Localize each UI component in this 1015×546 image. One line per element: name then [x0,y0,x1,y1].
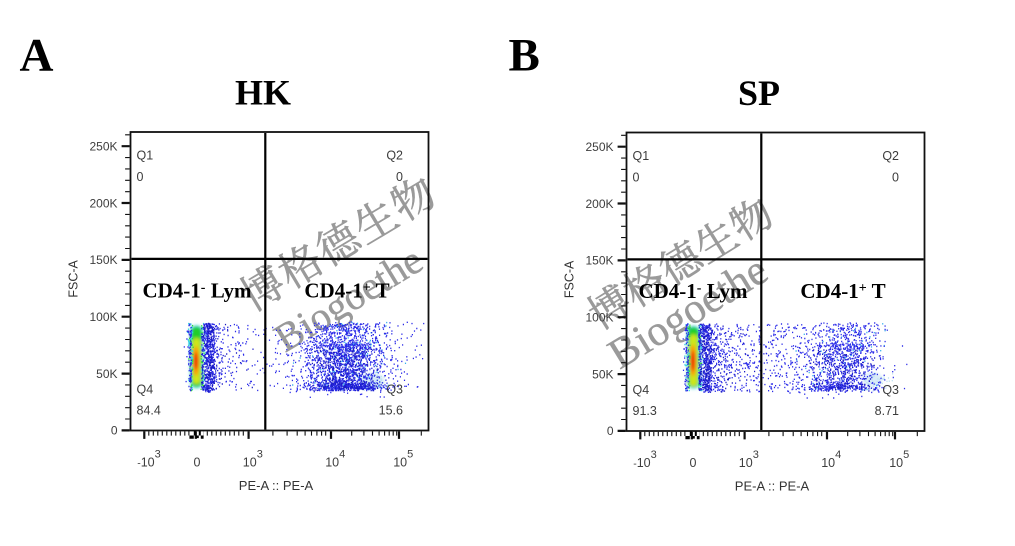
svg-text:Q1: Q1 [633,149,650,163]
svg-text:200K: 200K [89,196,117,210]
svg-text:15.6: 15.6 [379,404,403,418]
svg-text:50K: 50K [96,367,117,381]
svg-text:Q1: Q1 [137,149,154,163]
svg-text:0: 0 [111,424,118,438]
svg-text:Q3: Q3 [882,383,899,397]
svg-text:B: B [509,30,540,82]
svg-text:91.3: 91.3 [633,404,657,418]
svg-text:250K: 250K [89,140,117,154]
svg-text:0: 0 [607,424,614,438]
svg-text:Q3: Q3 [386,383,403,397]
svg-text:Q4: Q4 [633,383,650,397]
svg-text:0: 0 [892,171,899,185]
svg-text:100K: 100K [89,310,117,324]
svg-text:HK: HK [235,73,291,113]
svg-text:0: 0 [633,171,640,185]
svg-text:CD4-1+ T: CD4-1+ T [800,279,885,303]
svg-text:PE-A :: PE-A: PE-A :: PE-A [735,478,810,493]
svg-text:CD4-1+ T: CD4-1+ T [304,279,389,303]
svg-text:FSC-A: FSC-A [563,260,577,298]
svg-text:150K: 150K [89,253,117,267]
svg-text:8.71: 8.71 [875,404,899,418]
svg-text:Q4: Q4 [137,383,154,397]
svg-text:Q2: Q2 [882,149,899,163]
svg-text:A: A [20,30,54,82]
svg-text:50K: 50K [592,367,613,381]
svg-text:FSC-A: FSC-A [67,259,81,297]
svg-text:84.4: 84.4 [137,404,161,418]
svg-text:0: 0 [690,456,697,470]
svg-text:PE-A :: PE-A: PE-A :: PE-A [239,478,314,493]
svg-text:200K: 200K [585,197,613,211]
svg-text:150K: 150K [585,254,613,268]
svg-text:250K: 250K [585,140,613,154]
svg-text:CD4-1- Lym: CD4-1- Lym [142,279,252,303]
svg-text:SP: SP [738,73,780,113]
svg-text:100K: 100K [585,311,613,325]
svg-text:CD4-1- Lym: CD4-1- Lym [638,279,748,303]
svg-text:0: 0 [396,170,403,184]
svg-text:0: 0 [194,455,201,469]
svg-text:Q2: Q2 [386,149,403,163]
svg-text:0: 0 [137,170,144,184]
